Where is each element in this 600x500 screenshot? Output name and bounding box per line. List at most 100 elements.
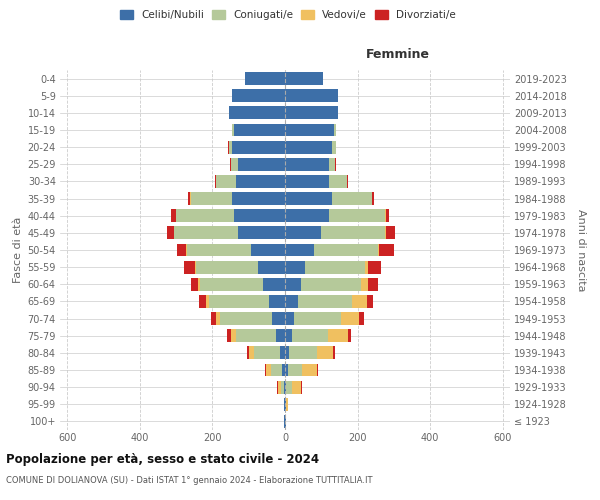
Bar [206,295,209,308]
Bar [176,210,234,222]
Bar [229,140,232,153]
Bar [301,380,302,394]
Y-axis label: Anni di nascita: Anni di nascita [577,209,586,291]
Bar [285,192,332,205]
Bar [379,244,394,256]
Bar [301,278,361,290]
Bar [321,226,385,239]
Bar [191,278,198,290]
Bar [209,295,269,308]
Bar [232,140,285,153]
Bar [285,244,314,256]
Bar [385,226,386,239]
Bar [230,330,236,342]
Bar [230,158,238,170]
Bar [285,346,289,360]
Bar [276,330,285,342]
Bar [278,380,281,394]
Bar [386,226,395,239]
Bar [334,124,336,136]
Bar [285,106,338,120]
Bar [271,364,282,376]
Y-axis label: Fasce di età: Fasce di età [13,217,23,283]
Bar [317,346,333,360]
Bar [285,312,294,325]
Bar [292,330,328,342]
Bar [285,90,338,102]
Bar [247,346,249,360]
Bar [216,175,236,188]
Bar [215,175,216,188]
Bar [254,346,280,360]
Bar [251,244,285,256]
Bar [285,278,301,290]
Bar [284,380,285,394]
Bar [329,175,347,188]
Bar [348,330,350,342]
Bar [285,295,298,308]
Bar [285,124,334,136]
Bar [238,226,285,239]
Bar [368,260,381,274]
Bar [386,210,389,222]
Bar [286,380,292,394]
Bar [196,260,258,274]
Text: COMUNE DI DOLIANOVA (SU) - Dati ISTAT 1° gennaio 2024 - Elaborazione TUTTITALIA.: COMUNE DI DOLIANOVA (SU) - Dati ISTAT 1°… [6,476,373,485]
Bar [365,260,368,274]
Bar [216,312,220,325]
Bar [263,278,285,290]
Bar [195,260,196,274]
Bar [377,244,379,256]
Bar [238,158,285,170]
Bar [329,158,335,170]
Bar [236,175,285,188]
Bar [285,158,329,170]
Bar [359,312,364,325]
Bar [265,364,266,376]
Bar [198,278,200,290]
Bar [347,175,348,188]
Bar [285,210,329,222]
Bar [211,312,216,325]
Bar [232,90,285,102]
Bar [305,260,365,274]
Bar [335,158,336,170]
Bar [314,244,377,256]
Bar [332,192,372,205]
Bar [186,244,187,256]
Bar [332,140,336,153]
Bar [298,295,352,308]
Bar [245,72,285,85]
Bar [234,210,285,222]
Bar [229,106,285,120]
Bar [285,415,286,428]
Bar [329,210,385,222]
Bar [177,244,186,256]
Bar [285,380,286,394]
Bar [191,192,232,205]
Bar [266,364,271,376]
Bar [175,226,238,239]
Bar [367,295,373,308]
Bar [249,346,254,360]
Bar [172,210,176,222]
Legend: Celibi/Nubili, Coniugati/e, Vedovi/e, Divorziati/e: Celibi/Nubili, Coniugati/e, Vedovi/e, Di… [118,8,458,22]
Bar [285,226,321,239]
Bar [373,192,374,205]
Text: Popolazione per età, sesso e stato civile - 2024: Popolazione per età, sesso e stato civil… [6,452,319,466]
Bar [220,312,272,325]
Bar [272,312,285,325]
Bar [236,330,276,342]
Bar [285,330,292,342]
Bar [286,398,288,410]
Bar [368,278,377,290]
Bar [285,398,286,410]
Bar [385,210,386,222]
Bar [285,175,329,188]
Bar [200,278,263,290]
Bar [234,124,285,136]
Bar [294,312,341,325]
Bar [352,295,367,308]
Bar [285,260,305,274]
Bar [281,380,284,394]
